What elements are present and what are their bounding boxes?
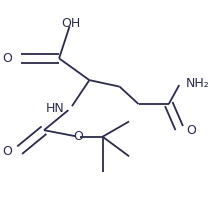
Text: O: O bbox=[2, 145, 12, 158]
Text: OH: OH bbox=[61, 17, 80, 30]
Text: HN: HN bbox=[46, 102, 65, 115]
Text: O: O bbox=[73, 130, 83, 143]
Text: O: O bbox=[2, 52, 12, 65]
Text: NH₂: NH₂ bbox=[186, 77, 210, 90]
Text: O: O bbox=[186, 124, 196, 137]
